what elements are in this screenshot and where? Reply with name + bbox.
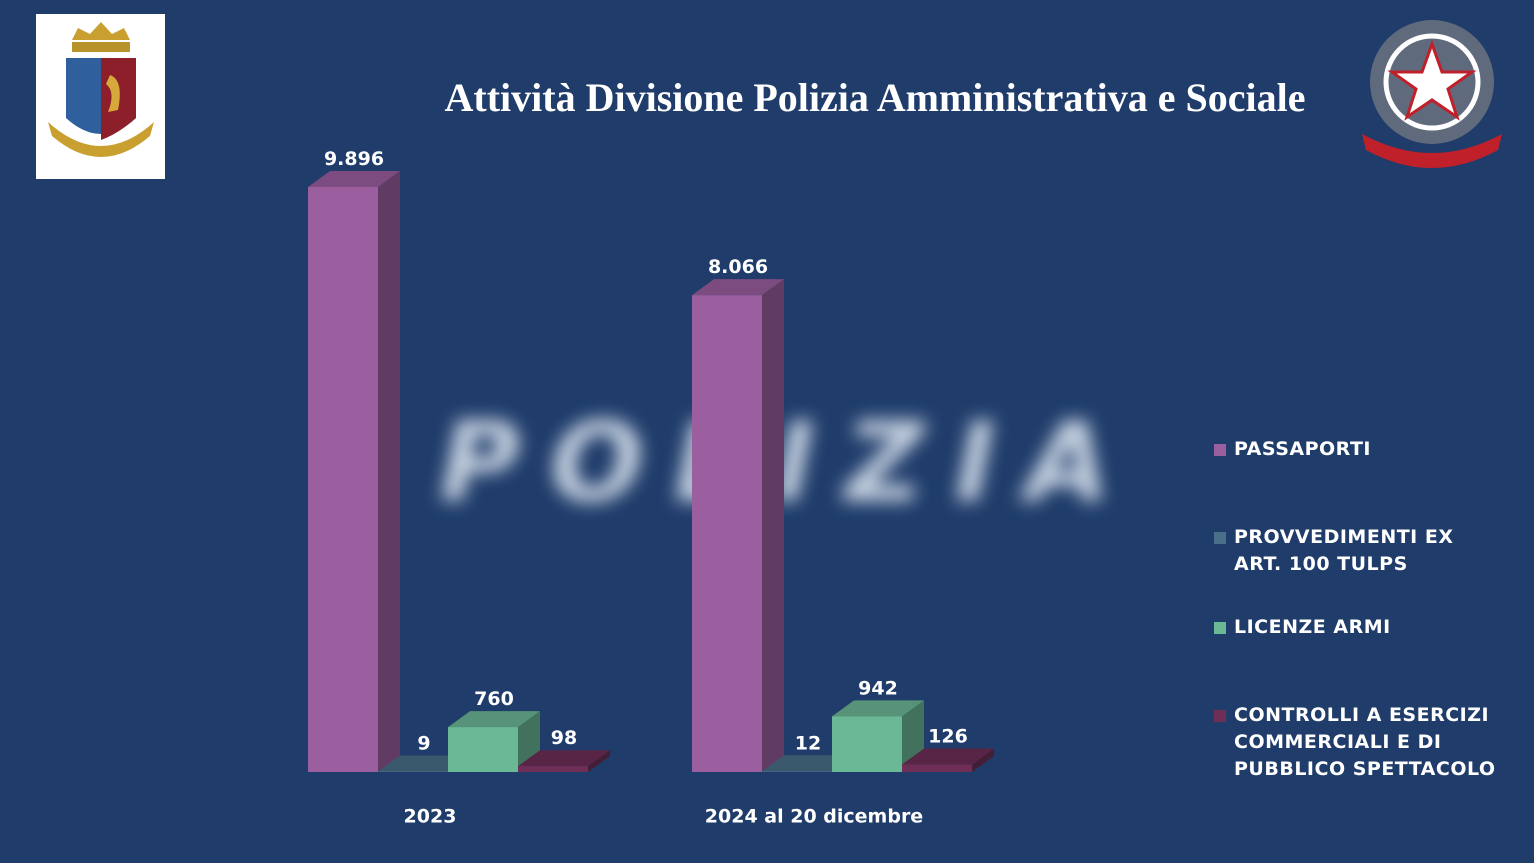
bar-top	[762, 755, 854, 772]
bar	[308, 187, 378, 772]
legend-label: LICENZE ARMI	[1234, 616, 1391, 638]
legend-label: PROVVEDIMENTI EX ART. 100 TULPS	[1234, 526, 1454, 575]
bar-side	[762, 279, 784, 772]
legend-entry: PROVVEDIMENTI EX ART. 100 TULPS	[1212, 524, 1504, 578]
legend-swatch	[1214, 532, 1226, 544]
value-label: 760	[474, 688, 514, 710]
legend-label: PASSAPORTI	[1234, 438, 1371, 460]
value-label: 8.066	[708, 256, 768, 278]
bar	[762, 771, 832, 772]
bar	[832, 716, 902, 772]
bar	[902, 764, 972, 772]
legend-entry: PASSAPORTI	[1212, 436, 1504, 463]
bar-top	[902, 748, 994, 765]
value-label: 9	[417, 732, 430, 754]
bar	[378, 771, 448, 772]
bar-side	[588, 750, 610, 772]
bar	[518, 766, 588, 772]
legend-swatch	[1214, 622, 1226, 634]
legend-swatch	[1214, 710, 1226, 722]
bar-top	[518, 750, 610, 767]
police-crest	[36, 14, 165, 179]
republic-emblem	[1362, 20, 1502, 168]
bar-top	[308, 171, 400, 187]
bar-top	[378, 755, 470, 772]
value-label: 12	[795, 732, 821, 754]
legend-entry: LICENZE ARMI	[1212, 614, 1504, 641]
legend-entry: CONTROLLI A ESERCIZI COMMERCIALI E DI PU…	[1212, 702, 1504, 783]
bar-top	[692, 279, 784, 296]
legend-label: CONTROLLI A ESERCIZI COMMERCIALI E DI PU…	[1234, 704, 1496, 780]
bar-top	[832, 700, 924, 717]
legend-swatch	[1214, 444, 1226, 456]
value-label: 98	[551, 727, 577, 749]
bar	[448, 727, 518, 772]
watermark: POLIZIA	[440, 398, 1141, 526]
chart-title: Attività Divisione Polizia Amministrativ…	[445, 75, 1306, 120]
bar	[692, 295, 762, 772]
x-tick-label: 2023	[404, 806, 457, 828]
bar-top	[448, 711, 540, 728]
value-label: 126	[928, 726, 968, 748]
x-tick-label: 2024 al 20 dicembre	[705, 806, 923, 828]
value-label: 9.896	[324, 148, 384, 170]
bar-side	[972, 748, 994, 772]
bar-side	[378, 171, 400, 772]
value-label: 942	[858, 677, 898, 699]
